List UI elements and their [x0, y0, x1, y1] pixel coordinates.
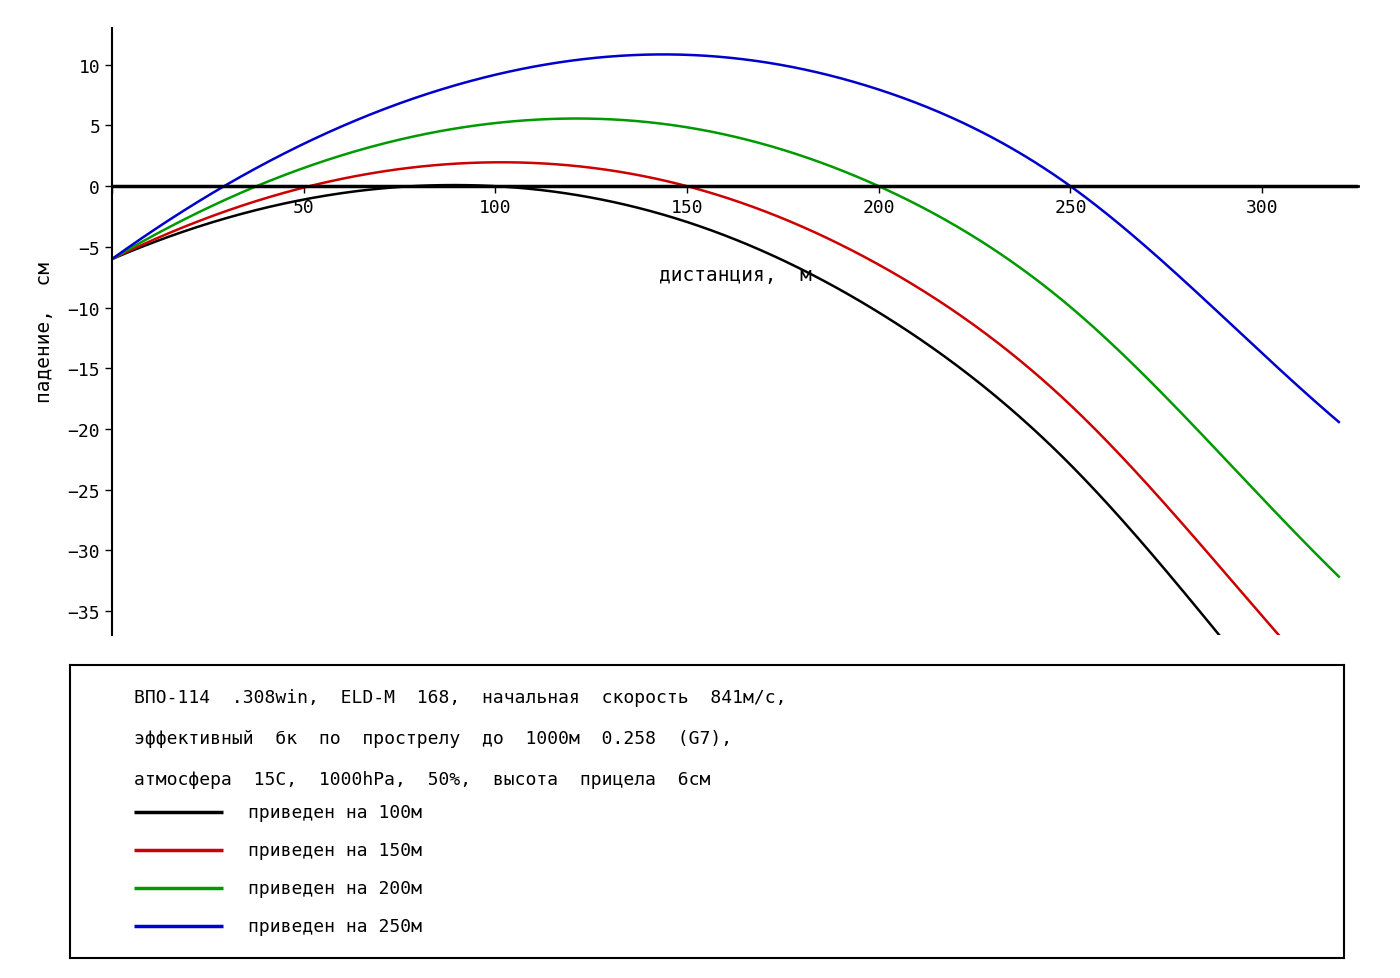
Text: ВПО-114  .308win,  ELD-M  168,  начальная  скорость  841м/с,: ВПО-114 .308win, ELD-M 168, начальная ск… [133, 689, 787, 706]
X-axis label: дистанция,  м: дистанция, м [658, 265, 812, 285]
Text: приведен на 100м: приведен на 100м [248, 803, 423, 821]
Text: приведен на 150м: приведен на 150м [248, 841, 423, 859]
Text: приведен на 200м: приведен на 200м [248, 879, 423, 897]
Y-axis label: падение,  см: падение, см [35, 262, 53, 403]
Text: атмосфера  15C,  1000hPa,  50%,  высота  прицела  6см: атмосфера 15C, 1000hPa, 50%, высота приц… [133, 771, 710, 788]
Text: эффективный  бк  по  прострелу  до  1000м  0.258  (G7),: эффективный бк по прострелу до 1000м 0.2… [133, 730, 732, 747]
Text: приведен на 250м: приведен на 250м [248, 917, 423, 935]
